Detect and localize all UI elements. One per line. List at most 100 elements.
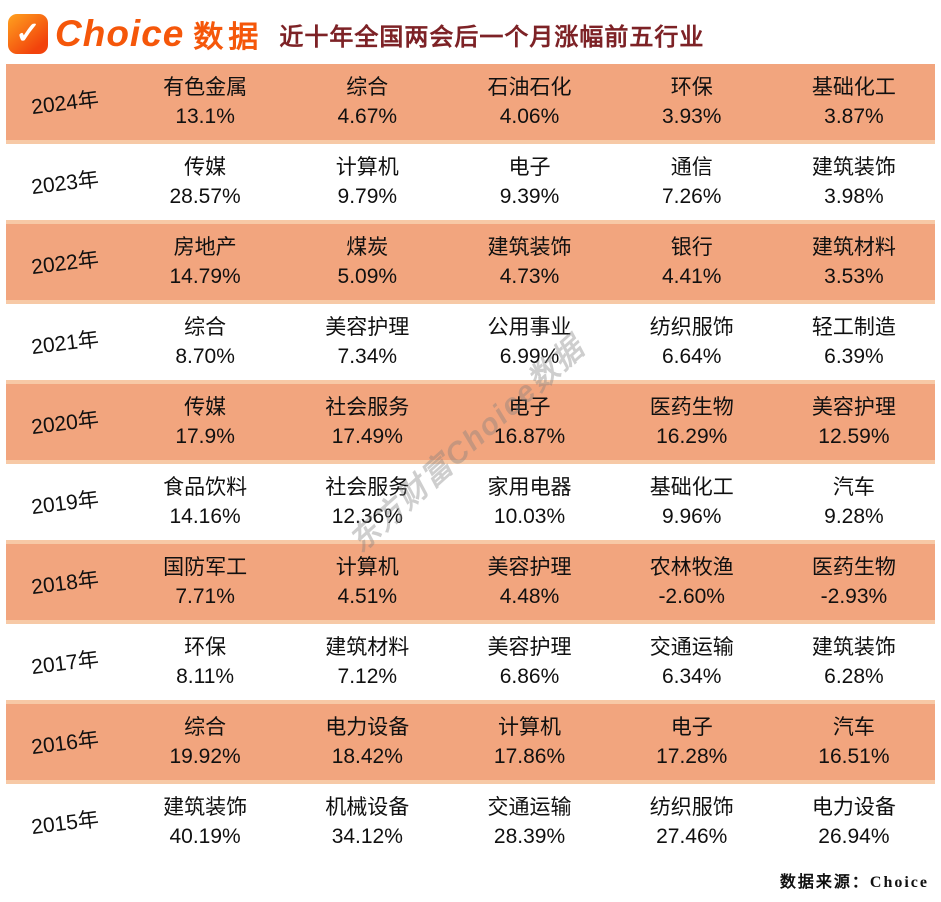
industry-cell: 电子 9.39%: [448, 144, 610, 220]
industry-name: 综合: [184, 716, 227, 740]
industry-change: 3.93%: [661, 104, 722, 128]
industry-cell: 综合 8.70%: [124, 304, 286, 380]
industry-cell: 机械设备 34.12%: [286, 784, 448, 860]
industry-change: 17.9%: [175, 424, 235, 448]
industry-name: 电子: [508, 156, 551, 180]
industry-name: 综合: [184, 316, 227, 340]
industry-name: 综合: [346, 76, 389, 100]
industry-cell: 医药生物 -2.93%: [773, 544, 935, 620]
industry-name: 公用事业: [487, 316, 572, 340]
industry-change: -2.60%: [658, 584, 725, 608]
industry-cell: 纺织服饰 27.46%: [611, 784, 773, 860]
industry-change: 6.28%: [824, 664, 884, 688]
industry-cell: 美容护理 7.34%: [286, 304, 448, 380]
industry-change: 6.64%: [661, 344, 722, 368]
year-label: 2022年: [30, 247, 101, 280]
industry-change: 8.70%: [175, 344, 235, 368]
industry-change: 9.79%: [337, 184, 398, 208]
industry-change: 3.53%: [824, 264, 884, 288]
industry-cell: 房地产 14.79%: [124, 224, 286, 300]
table-row: 2019年 食品饮料 14.16% 社会服务 12.36% 家用电器 10.03% 基础化工 9…: [6, 464, 935, 540]
industry-cell: 建筑装饰 6.28%: [773, 624, 935, 700]
industry-change: 4.73%: [499, 264, 560, 288]
industry-name: 交通运输: [649, 636, 734, 660]
table-row: 2016年 综合 19.92% 电力设备 18.42% 计算机 17.86% 电子 17.28%…: [6, 704, 935, 780]
industry-change: 26.94%: [818, 824, 890, 848]
industry-change: 6.86%: [499, 664, 560, 688]
industry-change: 13.1%: [175, 104, 235, 128]
industry-change: 10.03%: [493, 504, 566, 528]
table-row: 2022年 房地产 14.79% 煤炭 5.09% 建筑装饰 4.73% 银行 4.41% 建筑材…: [6, 224, 935, 300]
industry-cell: 交通运输 28.39%: [448, 784, 610, 860]
industry-name: 建筑材料: [811, 236, 896, 260]
industry-name: 美容护理: [811, 396, 896, 420]
industry-name: 农林牧渔: [649, 556, 734, 580]
year-label: 2020年: [30, 407, 101, 440]
industry-change: 8.11%: [176, 664, 235, 688]
industry-change: 34.12%: [331, 824, 403, 848]
industry-cell: 轻工制造 6.39%: [773, 304, 935, 380]
industry-change: 17.86%: [493, 744, 566, 768]
industry-name: 汽车: [832, 476, 875, 500]
industry-cell: 银行 4.41%: [611, 224, 773, 300]
industry-name: 交通运输: [487, 796, 572, 820]
industry-cell: 电子 17.28%: [611, 704, 773, 780]
industry-change: 3.87%: [824, 104, 884, 128]
industry-cell: 传媒 17.9%: [124, 384, 286, 460]
industry-cell: 综合 4.67%: [286, 64, 448, 140]
year-label: 2016年: [30, 727, 101, 760]
industry-change: 12.59%: [818, 424, 890, 448]
table-row: 2020年 传媒 17.9% 社会服务 17.49% 电子 16.87% 医药生物 16.29%…: [6, 384, 935, 460]
industry-change: 40.19%: [169, 824, 241, 848]
industry-cell: 农林牧渔 -2.60%: [611, 544, 773, 620]
industry-name: 医药生物: [649, 396, 734, 420]
industry-name: 社会服务: [325, 396, 410, 420]
industry-change: 4.48%: [499, 584, 560, 608]
table-row: 2024年 有色金属 13.1% 综合 4.67% 石油石化 4.06% 环保 3.93% 基础化…: [6, 64, 935, 140]
industry-cell: 环保 3.93%: [611, 64, 773, 140]
year-label: 2024年: [30, 87, 101, 120]
industry-name: 石油石化: [487, 76, 572, 100]
industry-cell: 国防军工 7.71%: [124, 544, 286, 620]
industry-change: 14.16%: [169, 504, 241, 528]
table-row: 2017年 环保 8.11% 建筑材料 7.12% 美容护理 6.86% 交通运输 6.34% 建…: [6, 624, 935, 700]
industry-name: 煤炭: [346, 236, 389, 260]
industry-cell: 传媒 28.57%: [124, 144, 286, 220]
industry-change: 4.06%: [499, 104, 560, 128]
industry-name: 建筑装饰: [487, 236, 572, 260]
industry-change: 4.41%: [661, 264, 722, 288]
industry-name: 纺织服饰: [649, 316, 734, 340]
industry-cell: 建筑材料 7.12%: [286, 624, 448, 700]
industry-change: 9.39%: [499, 184, 560, 208]
industry-name: 基础化工: [811, 76, 896, 100]
brand-name: Choice: [55, 13, 185, 54]
industry-cell: 纺织服饰 6.64%: [611, 304, 773, 380]
industry-cell: 基础化工 9.96%: [611, 464, 773, 540]
industry-change: 16.51%: [818, 744, 890, 768]
industry-cell: 电子 16.87%: [448, 384, 610, 460]
industry-cell: 汽车 16.51%: [773, 704, 935, 780]
industry-name: 电力设备: [811, 796, 896, 820]
industry-cell: 家用电器 10.03%: [448, 464, 610, 540]
industry-cell: 美容护理 4.48%: [448, 544, 610, 620]
industry-name: 传媒: [184, 156, 227, 180]
industry-cell: 建筑装饰 3.98%: [773, 144, 935, 220]
brand-suffix: 数据: [193, 21, 264, 54]
industry-cell: 石油石化 4.06%: [448, 64, 610, 140]
industry-name: 食品饮料: [163, 476, 248, 500]
industry-name: 银行: [670, 236, 713, 260]
industry-change: 7.34%: [337, 344, 398, 368]
table-row: 2018年 国防军工 7.71% 计算机 4.51% 美容护理 4.48% 农林牧渔 -2.60…: [6, 544, 935, 620]
industry-cell: 建筑装饰 4.73%: [448, 224, 610, 300]
industry-cell: 汽车 9.28%: [773, 464, 935, 540]
industry-name: 电子: [508, 396, 551, 420]
table-row: 2015年 建筑装饰 40.19% 机械设备 34.12% 交通运输 28.39% 纺织服饰 2…: [6, 784, 935, 860]
industry-name: 环保: [670, 76, 713, 100]
industry-change: 14.79%: [169, 264, 241, 288]
industry-change: 28.57%: [169, 184, 241, 208]
industry-cell: 有色金属 13.1%: [124, 64, 286, 140]
industry-change: -2.93%: [820, 584, 888, 608]
industry-name: 家用电器: [487, 476, 572, 500]
industry-change: 6.99%: [499, 344, 560, 368]
industry-cell: 公用事业 6.99%: [448, 304, 610, 380]
